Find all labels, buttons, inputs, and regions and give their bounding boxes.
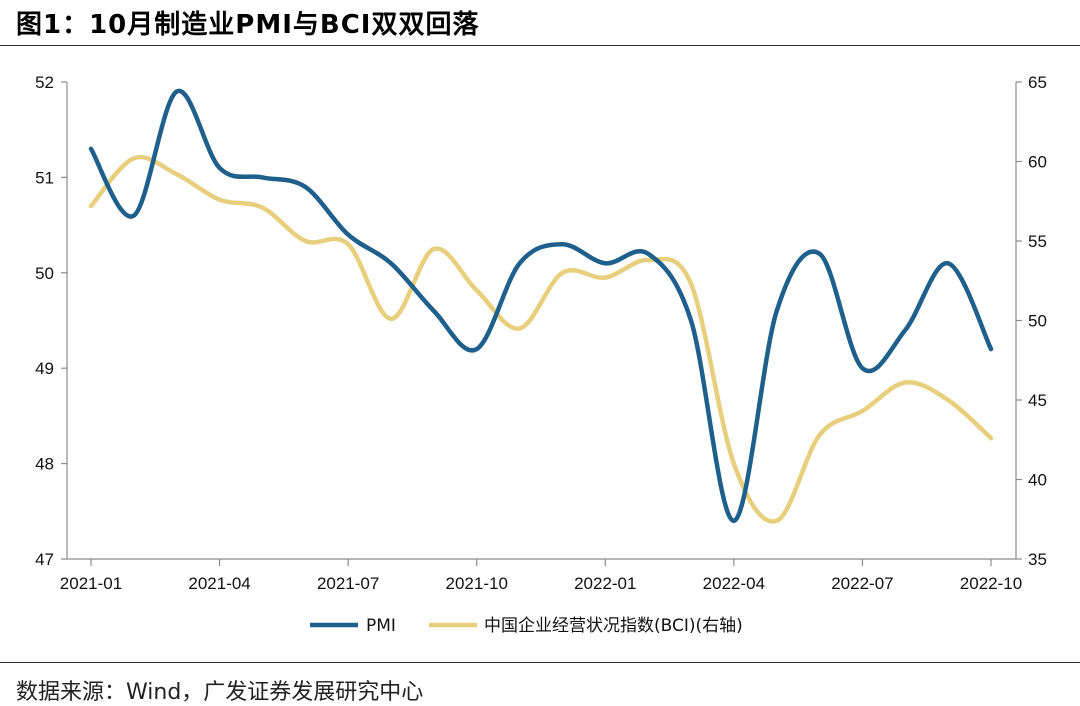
pmi-line <box>88 88 994 524</box>
footer-divider <box>0 662 1080 663</box>
left-tick-label: 52 <box>35 73 54 92</box>
x-tick-label: 2022-01 <box>574 574 636 593</box>
left-tick-label: 48 <box>35 455 54 474</box>
legend-bci-label: 中国企业经营状况指数(BCI)(右轴) <box>484 616 743 636</box>
right-tick-label: 60 <box>1028 153 1047 172</box>
legend-pmi-label: PMI <box>366 616 396 636</box>
x-tick-label: 2021-10 <box>446 574 508 593</box>
bci-line <box>88 154 994 524</box>
left-tick-label: 51 <box>35 168 54 187</box>
series-layer <box>88 88 994 524</box>
x-tick-label: 2022-10 <box>960 574 1022 593</box>
x-tick-label: 2021-07 <box>317 574 379 593</box>
left-tick-label: 47 <box>35 550 54 569</box>
left-tick-label: 49 <box>35 359 54 378</box>
axes: 47 48 49 50 51 52 35 40 45 50 55 60 65 2021-01 2021-04… <box>35 73 1047 593</box>
right-tick-label: 65 <box>1028 73 1047 92</box>
data-source: 数据来源：Wind，广发证券发展研究中心 <box>16 680 424 705</box>
title-divider <box>0 45 1080 46</box>
x-tick-label: 2021-01 <box>60 574 122 593</box>
line-chart: 47 48 49 50 51 52 35 40 45 50 55 60 65 2021-01 2021-04… <box>35 73 1047 636</box>
right-tick-label: 40 <box>1028 471 1047 490</box>
x-tick-label: 2022-04 <box>703 574 765 593</box>
right-tick-label: 55 <box>1028 232 1047 251</box>
legend: PMI 中国企业经营状况指数(BCI)(右轴) <box>310 616 743 636</box>
left-tick-label: 50 <box>35 264 54 283</box>
chart-title: 图1：10月制造业PMI与BCI双双回落 <box>16 10 480 40</box>
x-tick-label: 2021-04 <box>188 574 250 593</box>
right-tick-label: 35 <box>1028 550 1047 569</box>
right-tick-label: 45 <box>1028 391 1047 410</box>
x-tick-label: 2022-07 <box>831 574 893 593</box>
right-tick-label: 50 <box>1028 312 1047 331</box>
